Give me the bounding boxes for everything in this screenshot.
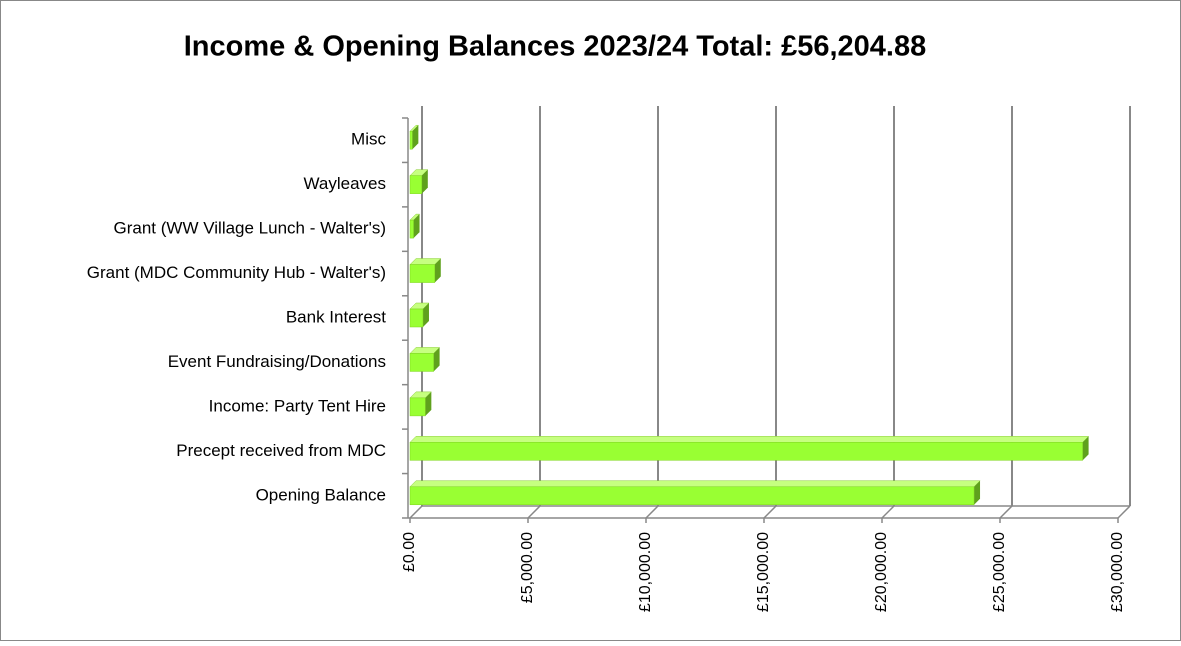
floor-tick	[999, 505, 1013, 519]
y-tick-label: Grant (WW Village Lunch - Walter's)	[114, 219, 386, 238]
bar-side	[1082, 436, 1089, 461]
chart-title: Income & Opening Balances 2023/24 Total:…	[184, 31, 927, 63]
bar-side	[974, 480, 981, 505]
x-tick-label: £25,000.00	[991, 532, 1008, 612]
y-tick-label: Wayleaves	[303, 174, 386, 193]
x-tick-label: £5,000.00	[519, 532, 536, 603]
y-tick-label: Grant (MDC Community Hub - Walter's)	[87, 263, 386, 282]
x-tick-label: £0.00	[401, 532, 418, 572]
bar	[409, 175, 423, 194]
bar	[409, 442, 1083, 461]
floor-tick	[1117, 505, 1131, 519]
bar-top	[409, 480, 981, 488]
x-tick-label: £15,000.00	[755, 532, 772, 612]
y-tick-label: Event Fundraising/Donations	[168, 352, 386, 371]
bar-top	[409, 436, 1090, 443]
floor-tick	[527, 505, 541, 519]
bar-side	[433, 347, 440, 372]
y-tick-label: Bank Interest	[286, 307, 386, 326]
bar	[409, 397, 426, 417]
y-tick-label: Opening Balance	[256, 485, 386, 504]
bar-side	[413, 214, 420, 239]
floor-tick	[881, 505, 895, 519]
bar-side	[412, 125, 419, 150]
bar-side	[425, 391, 432, 416]
bar	[409, 219, 414, 239]
floor-tick	[763, 505, 777, 519]
bar	[409, 264, 436, 283]
bar	[409, 353, 434, 372]
x-tick-label: £30,000.00	[1109, 532, 1126, 612]
floor-tick	[409, 505, 423, 519]
y-tick-label: Misc	[351, 130, 386, 149]
bar-side	[421, 169, 428, 194]
bar	[409, 130, 413, 150]
x-tick-label: £10,000.00	[637, 532, 654, 612]
y-tick-label: Income: Party Tent Hire	[209, 396, 386, 415]
x-tick-label: £20,000.00	[873, 532, 890, 612]
y-tick-label: Precept received from MDC	[176, 441, 386, 460]
floor-tick	[645, 505, 659, 519]
bar-side	[434, 258, 441, 283]
bar	[409, 308, 424, 328]
bar	[409, 486, 975, 506]
bar-side	[422, 303, 429, 327]
